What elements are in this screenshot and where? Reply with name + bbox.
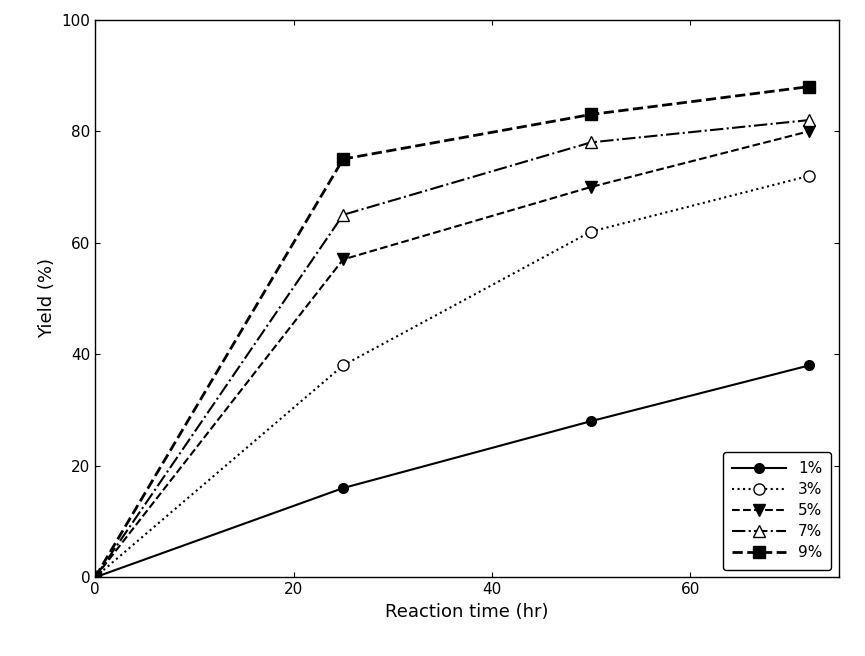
X-axis label: Reaction time (hr): Reaction time (hr) bbox=[385, 603, 549, 621]
1% bbox=[586, 417, 596, 425]
Line: 3%: 3% bbox=[90, 171, 815, 583]
9% bbox=[804, 83, 815, 91]
9% bbox=[90, 573, 100, 581]
7% bbox=[804, 116, 815, 124]
Y-axis label: Yield (%): Yield (%) bbox=[38, 258, 56, 338]
7% bbox=[338, 211, 349, 219]
5% bbox=[338, 255, 349, 263]
9% bbox=[586, 110, 596, 118]
Line: 1%: 1% bbox=[90, 361, 814, 582]
7% bbox=[586, 138, 596, 146]
3% bbox=[90, 573, 100, 581]
1% bbox=[90, 573, 100, 581]
1% bbox=[338, 484, 349, 492]
Legend: 1%, 3%, 5%, 7%, 9%: 1%, 3%, 5%, 7%, 9% bbox=[723, 452, 831, 569]
3% bbox=[338, 361, 349, 369]
3% bbox=[804, 172, 815, 180]
5% bbox=[804, 127, 815, 135]
5% bbox=[90, 573, 100, 581]
Line: 7%: 7% bbox=[90, 115, 815, 583]
1% bbox=[804, 361, 815, 369]
5% bbox=[586, 183, 596, 191]
Line: 9%: 9% bbox=[90, 81, 815, 583]
Line: 5%: 5% bbox=[90, 126, 815, 583]
9% bbox=[338, 155, 349, 163]
3% bbox=[586, 228, 596, 236]
7% bbox=[90, 573, 100, 581]
